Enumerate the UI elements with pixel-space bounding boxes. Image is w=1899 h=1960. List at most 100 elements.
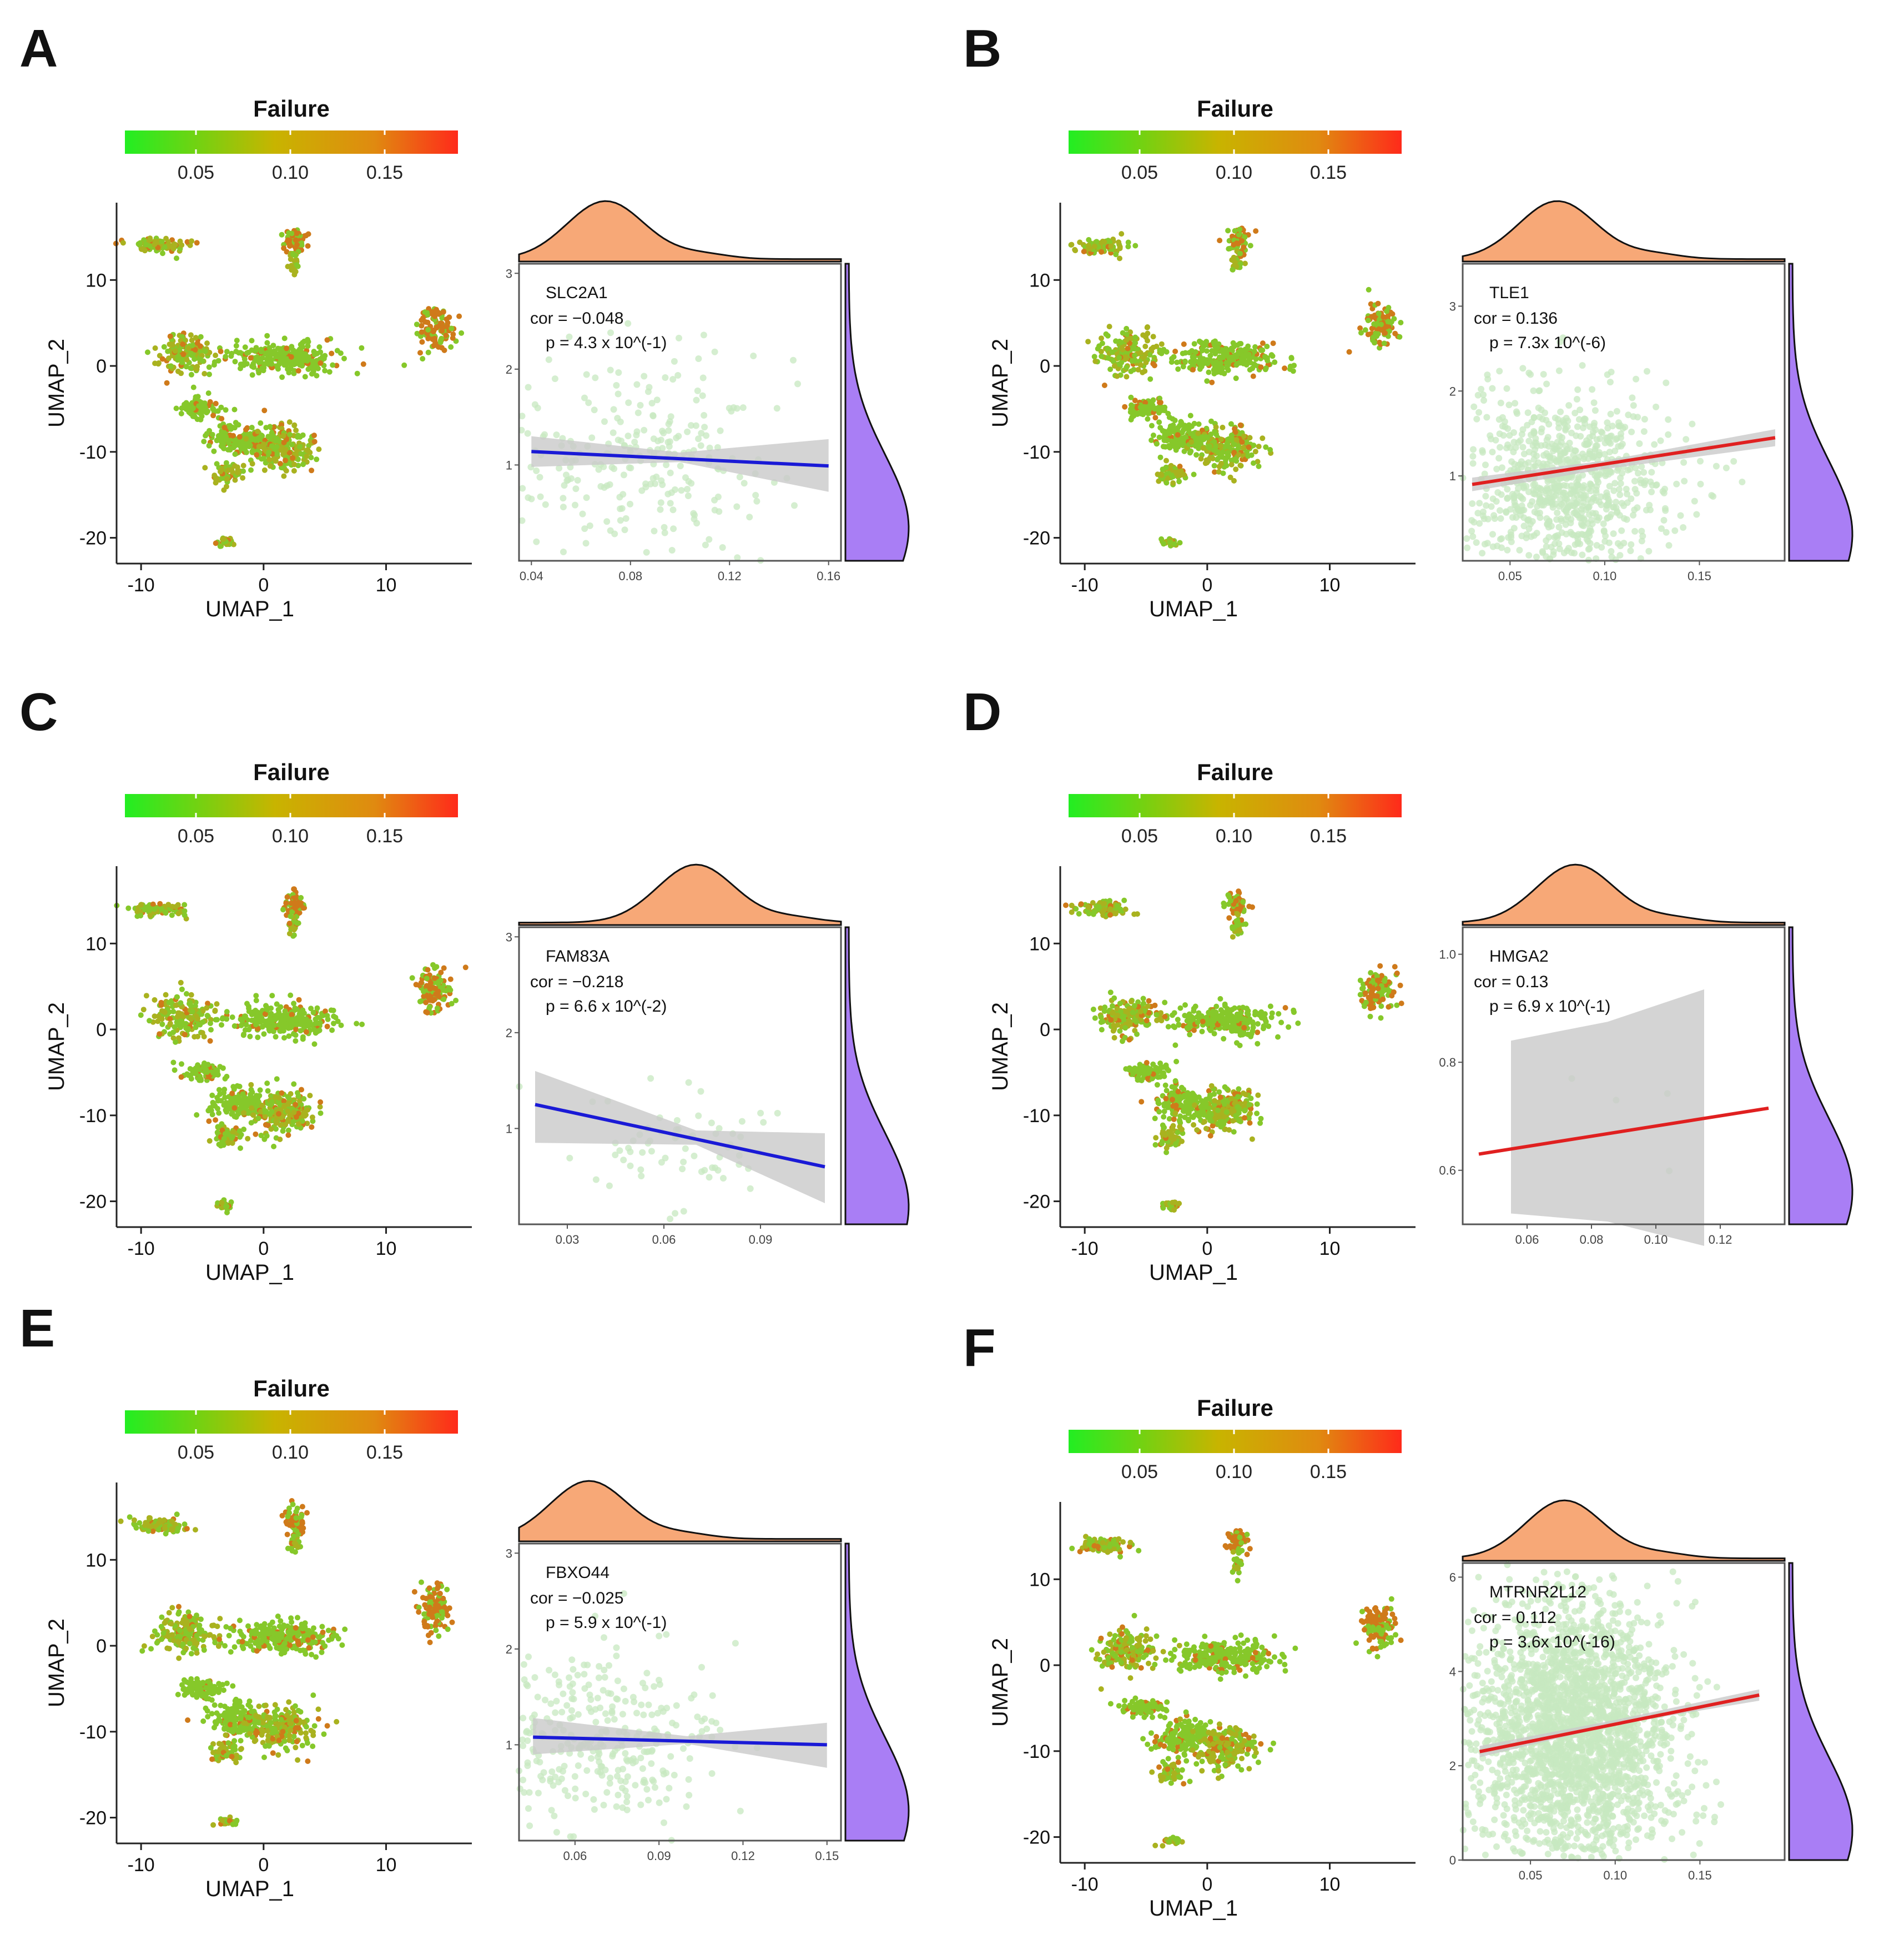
umap-cell-point [269, 1109, 275, 1114]
umap-y-tick-label: -10 [1023, 442, 1050, 463]
umap-cell-point [1117, 244, 1123, 250]
scatter-point [1631, 527, 1639, 535]
umap-cell-point [266, 449, 272, 455]
umap-cell-point [316, 344, 323, 350]
scatter-point [1552, 532, 1559, 540]
scatter-point [1489, 449, 1496, 456]
umap-cell-point [1167, 539, 1173, 545]
scatter-point [1551, 493, 1558, 500]
scatter-point [610, 429, 617, 436]
umap-cell-point [198, 343, 203, 349]
umap-cell-point [1124, 337, 1130, 343]
scatter-x-tick-label: 0.15 [1688, 569, 1711, 583]
scatter-point [1683, 436, 1690, 443]
scatter-point [1659, 488, 1666, 495]
scatter-x-tick-label: 0.04 [520, 569, 543, 583]
scatter-point [1658, 525, 1665, 532]
scatter-y-tick-label: 1 [1449, 469, 1456, 483]
umap-y-tick-label: 0 [96, 356, 107, 377]
umap-cell-point [1128, 394, 1134, 400]
umap-cell-point [188, 1072, 194, 1078]
scatter-y-tick-label: 1 [506, 458, 512, 472]
umap-cell-point [1158, 341, 1165, 347]
umap-cell-point [305, 243, 311, 249]
umap-cell-point [300, 1007, 306, 1013]
umap-cell-point [291, 370, 297, 376]
umap-cell-point [449, 325, 455, 331]
scatter-point [525, 494, 532, 501]
umap-cell-point [223, 407, 229, 413]
umap-cell-point [249, 1094, 255, 1100]
scatter-point [708, 1119, 715, 1127]
scatter-point [614, 390, 622, 398]
umap-cell-point [178, 1074, 184, 1080]
umap-cell-point [1119, 360, 1125, 366]
umap-cell-point [193, 394, 199, 400]
umap-cell-point [179, 359, 185, 365]
scatter-point [1575, 476, 1582, 483]
umap-cell-point [253, 993, 259, 999]
scatter-point [1498, 491, 1505, 498]
scatter-point [1588, 499, 1595, 506]
scatter-y-tick-label: 3 [506, 267, 512, 280]
umap-cell-point [291, 422, 298, 428]
scatter-point [661, 529, 668, 536]
umap-cell-point [269, 993, 275, 999]
scatter-point [720, 1175, 727, 1182]
umap-cell-point [283, 468, 289, 474]
umap-cell-point [1247, 360, 1253, 365]
legend-colorbar [125, 130, 458, 154]
umap-cell-point [266, 456, 273, 463]
scatter-x-tick-label: 0.08 [618, 569, 642, 583]
scatter-point [560, 495, 567, 502]
scatter-point [1665, 431, 1672, 438]
scatter-point [1671, 527, 1679, 534]
umap-cell-point [140, 1007, 147, 1013]
scatter-point [1620, 540, 1628, 547]
umap-cell-point [289, 230, 295, 237]
umap-cell-point [1124, 355, 1130, 361]
scatter-point [1565, 545, 1572, 552]
scatter-point [1573, 432, 1580, 439]
scatter-point [1653, 403, 1660, 410]
umap-cell-point [1233, 466, 1239, 473]
scatter-y-tick-label: 2 [506, 363, 512, 376]
umap-cell-point [341, 355, 347, 361]
umap-cell-point [293, 1027, 299, 1032]
umap-cell-point [231, 1105, 238, 1111]
umap-cell-point [1392, 330, 1398, 336]
scatter-point [1464, 544, 1471, 551]
umap-cell-point [183, 364, 189, 370]
umap-cell-point [214, 1017, 220, 1023]
umap-cell-point [354, 370, 360, 376]
scatter-point [685, 1079, 692, 1086]
scatter-point [773, 405, 780, 412]
scatter-point [1482, 461, 1489, 469]
umap-cell-point [1232, 353, 1238, 359]
umap-cell-point [222, 1094, 228, 1100]
umap-cell-point [1256, 463, 1262, 469]
umap-cell-point [194, 240, 200, 246]
scatter-point [752, 491, 759, 499]
umap-cell-point [1119, 231, 1125, 237]
umap-cell-point [1150, 334, 1156, 340]
scatter-point [1539, 549, 1547, 556]
scatter-point [1600, 520, 1607, 527]
umap-cell-point [195, 1062, 201, 1068]
umap-cell-point [297, 444, 303, 450]
umap-cell-point [310, 1009, 316, 1016]
scatter-point [614, 436, 622, 444]
scatter-point [1604, 419, 1611, 426]
scatter-point [1497, 399, 1504, 406]
umap-cell-point [240, 475, 246, 481]
scatter-point [684, 428, 691, 435]
scatter-point [1640, 469, 1648, 476]
umap-cell-point [1145, 330, 1151, 336]
umap-cell-point [1177, 540, 1183, 546]
scatter-point [1598, 428, 1605, 435]
umap-cell-point [313, 1030, 319, 1036]
umap-cell-point [1226, 453, 1231, 459]
umap-cell-point [1191, 471, 1197, 478]
scatter-point [702, 541, 709, 549]
umap-cell-point [294, 1017, 299, 1023]
